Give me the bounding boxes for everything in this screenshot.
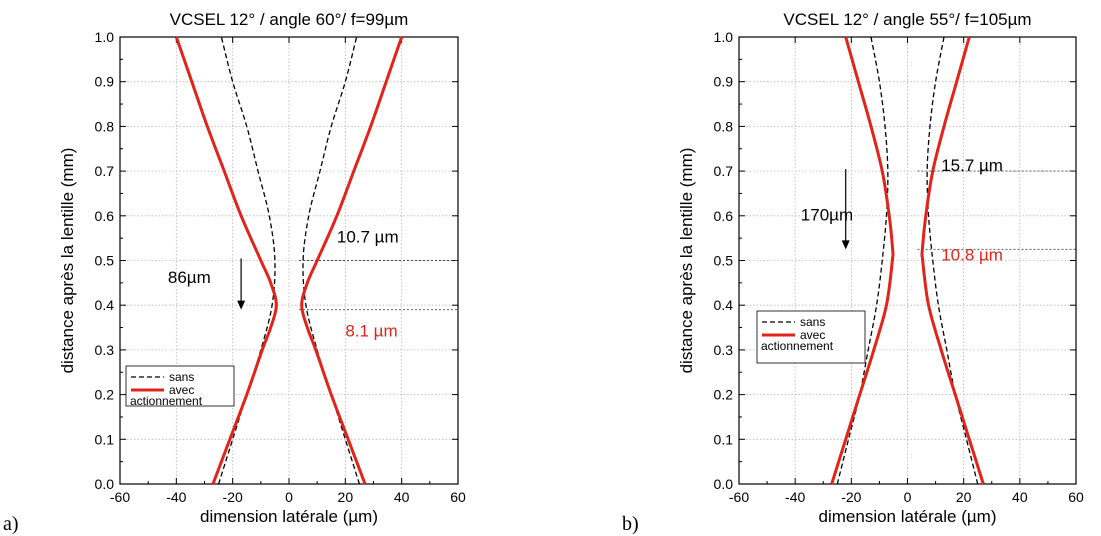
chart-panel-1: -60 -40 -20 0 20 40 60 0.0 0.1 0.2 0.3 0.4 0.5 0.6 0.7… (3, 10, 466, 535)
y-tick-label: 0.0 (95, 476, 115, 492)
y-tick-label: 0.4 (714, 297, 734, 313)
y-tick-label: 0.2 (95, 387, 115, 403)
annotation-label: 15.7 µm (941, 156, 1003, 175)
series-line-avec-right (300, 36, 404, 485)
series-line-sans-right (926, 36, 979, 485)
chart-panel-2: -60 -40 -20 0 20 40 60 0.0 0.1 0.2 0.3 0.4 0.5 0.6 0.7… (622, 10, 1084, 535)
x-tick-label: 60 (450, 489, 466, 505)
legend-label-avec: avec (169, 383, 194, 397)
y-tick-label: 0.1 (714, 431, 734, 447)
y-axis-label: distance après la lentille (mm) (58, 148, 77, 374)
legend-label-avec: avec (800, 328, 825, 342)
legend-label-sans: sans (169, 370, 194, 384)
legend-label-actionnement: actionnement (130, 394, 203, 408)
legend-label-sans: sans (800, 315, 825, 329)
annotation-label: 86µm (168, 268, 211, 287)
x-tick-label: -60 (110, 489, 130, 505)
y-tick-label: 1.0 (714, 29, 734, 45)
y-tick-label: 0.5 (95, 253, 115, 269)
x-tick-label: 60 (1068, 489, 1084, 505)
arrow-head (237, 300, 246, 310)
series-line-avec-left (830, 36, 895, 485)
chart-title: VCSEL 12° / angle 55°/ f=105µm (783, 10, 1031, 29)
x-tick-label: -40 (166, 489, 186, 505)
y-tick-label: 0.8 (714, 118, 734, 134)
legend-box (756, 310, 866, 364)
x-axis-label: dimension latérale (µm) (819, 507, 997, 526)
panel-label: a) (3, 513, 19, 535)
y-tick-label: 0.3 (95, 342, 115, 358)
panel-label: b) (622, 513, 639, 535)
y-tick-label: 0.7 (95, 163, 115, 179)
x-tick-label: 40 (394, 489, 410, 505)
y-tick-label: 1.0 (95, 29, 115, 45)
x-tick-label: 0 (285, 489, 293, 505)
y-tick-label: 0.3 (714, 342, 734, 358)
x-tick-label: 40 (1012, 489, 1028, 505)
series-line-avec-right (920, 36, 985, 485)
y-tick-label: 0.8 (95, 118, 115, 134)
y-axis-label: distance après la lentille (mm) (677, 148, 696, 374)
x-tick-label: -20 (223, 489, 243, 505)
x-axis-label: dimension latérale (µm) (200, 507, 378, 526)
y-tick-label: 0.5 (714, 253, 734, 269)
y-tick-label: 0.9 (95, 74, 115, 90)
y-tick-label: 0.0 (714, 476, 734, 492)
y-tick-label: 0.6 (95, 208, 115, 224)
annotation-label: 8.1 µm (345, 321, 397, 340)
annotation-label: 170µm (801, 205, 853, 224)
y-tick-label: 0.1 (95, 431, 115, 447)
y-tick-label: 0.6 (714, 208, 734, 224)
arrow-head (841, 240, 850, 250)
series-line-avec-left (174, 36, 278, 485)
legend-label-actionnement: actionnement (761, 339, 834, 353)
annotation-label: 10.8 µm (941, 246, 1003, 265)
y-tick-label: 0.9 (714, 74, 734, 90)
y-tick-label: 0.7 (714, 163, 734, 179)
x-tick-label: -60 (729, 489, 749, 505)
chart-title: VCSEL 12° / angle 60°/ f=99µm (170, 10, 409, 29)
legend-box (125, 365, 235, 407)
x-tick-label: -40 (785, 489, 805, 505)
x-tick-label: 20 (956, 489, 972, 505)
annotation-label: 10.7 µm (337, 228, 399, 247)
x-tick-label: 20 (338, 489, 354, 505)
y-tick-label: 0.2 (714, 387, 734, 403)
x-tick-label: -20 (841, 489, 861, 505)
x-tick-label: 0 (904, 489, 912, 505)
y-tick-label: 0.4 (95, 297, 115, 313)
series-line-sans-left (836, 36, 889, 485)
